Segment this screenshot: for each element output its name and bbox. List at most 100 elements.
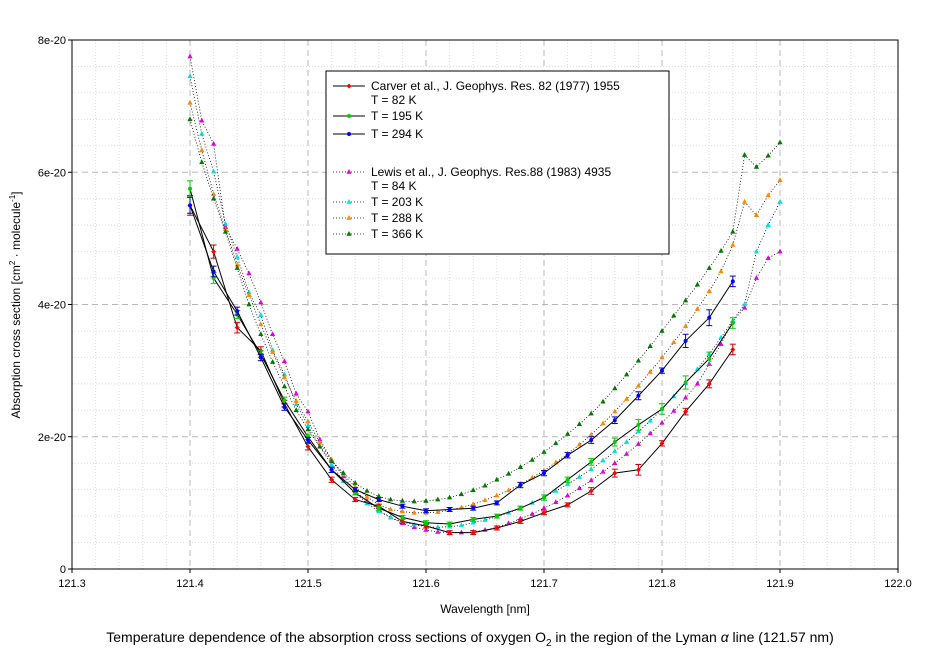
data-point	[329, 467, 334, 472]
series-lewis-t-366-k	[187, 116, 783, 504]
data-point	[411, 524, 417, 530]
series-carver-t-195-k	[187, 180, 736, 527]
y-axis-label: Absorption cross section [cm2 · molecule…	[8, 191, 23, 418]
data-point	[624, 371, 630, 377]
data-point	[612, 418, 617, 423]
data-point	[305, 408, 311, 414]
data-point	[246, 270, 252, 276]
series-line	[189, 205, 734, 512]
data-point	[647, 343, 653, 348]
data-point	[270, 331, 276, 337]
data-point	[588, 477, 594, 483]
data-point	[612, 385, 618, 391]
legend-marker	[346, 169, 352, 174]
data-point	[282, 398, 287, 403]
x-tick-label: 121.9	[766, 578, 794, 590]
data-point	[364, 487, 370, 493]
data-point	[589, 459, 594, 464]
data-point	[541, 448, 547, 454]
data-point	[494, 514, 499, 519]
x-axis-label: Wavelength [nm]	[440, 602, 530, 616]
data-point	[660, 368, 664, 373]
data-point	[423, 526, 429, 532]
data-point	[541, 505, 547, 510]
data-point	[270, 349, 276, 354]
figure-caption: Temperature dependence of the absorption…	[106, 629, 833, 649]
data-point	[234, 253, 240, 259]
data-point	[589, 438, 594, 443]
data-point	[211, 249, 217, 255]
data-point	[388, 496, 394, 502]
data-point	[400, 504, 405, 509]
data-point	[730, 241, 736, 247]
data-point	[600, 420, 606, 426]
data-point	[423, 497, 429, 503]
data-point	[730, 279, 735, 284]
data-point	[305, 444, 311, 450]
data-point	[660, 406, 664, 411]
data-point	[364, 493, 370, 499]
data-point	[222, 226, 228, 231]
data-point	[234, 265, 240, 270]
data-point	[517, 518, 523, 524]
data-point	[659, 440, 665, 446]
data-point	[400, 515, 405, 520]
data-point	[211, 168, 217, 174]
legend-entry-label: T = 203 K	[371, 195, 423, 209]
data-point	[293, 407, 299, 413]
data-point	[777, 199, 783, 204]
data-point	[188, 203, 192, 208]
data-point	[683, 297, 689, 303]
data-point	[742, 199, 748, 204]
data-point	[282, 404, 287, 409]
data-point	[576, 441, 582, 447]
x-tick-label: 121.8	[648, 578, 676, 590]
data-point	[517, 464, 523, 469]
data-point	[306, 438, 310, 443]
data-point	[706, 381, 712, 387]
data-point	[753, 248, 759, 254]
data-point	[600, 468, 606, 474]
data-point	[293, 390, 299, 396]
data-point	[399, 497, 405, 503]
legend-entry-label: T = 84 K	[371, 179, 416, 193]
x-tick-label: 122.0	[884, 578, 912, 590]
data-point	[706, 265, 712, 270]
data-point	[659, 354, 665, 360]
data-point	[234, 261, 240, 267]
data-point	[765, 222, 771, 227]
data-point	[187, 73, 193, 79]
data-point	[683, 394, 689, 400]
data-point	[624, 396, 630, 401]
data-point	[329, 458, 335, 464]
legend-marker	[346, 215, 352, 220]
data-point	[317, 443, 323, 449]
data-point	[647, 417, 653, 423]
data-point	[388, 506, 394, 512]
data-point	[588, 431, 594, 437]
data-point	[647, 368, 653, 374]
data-point	[258, 331, 264, 337]
data-point	[246, 289, 252, 295]
grid	[72, 40, 898, 569]
data-point	[317, 439, 323, 445]
data-point	[293, 398, 299, 403]
data-point	[458, 504, 464, 510]
data-point	[718, 247, 724, 253]
data-point	[187, 53, 193, 59]
x-tick-label: 121.4	[176, 578, 204, 590]
data-point	[470, 501, 476, 506]
data-point	[482, 482, 488, 488]
data-point	[624, 439, 630, 444]
data-point	[424, 520, 428, 525]
data-point	[199, 159, 205, 165]
data-point	[353, 487, 358, 492]
data-point	[305, 426, 311, 432]
data-point	[683, 338, 688, 343]
data-point	[730, 228, 736, 234]
data-point	[742, 304, 748, 310]
data-point	[765, 152, 771, 158]
data-point	[765, 192, 771, 198]
legend-entry-label: T = 195 K	[371, 109, 423, 123]
